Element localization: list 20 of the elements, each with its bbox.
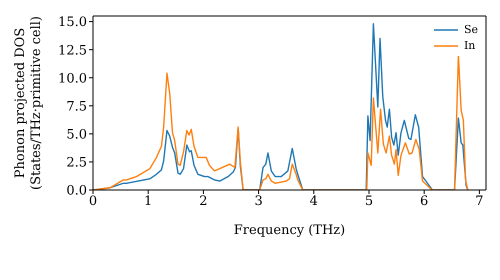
x-tick-label: 2: [199, 194, 208, 210]
x-tick-label: 6: [420, 194, 428, 210]
x-tick-label: 7: [475, 194, 484, 210]
x-tick-label: 0: [88, 194, 98, 210]
x-tick-label: 3: [254, 194, 263, 210]
y-tick-label: 12.5: [58, 43, 87, 58]
y-tick-label: 2.5: [66, 156, 87, 171]
x-axis-title: Frequency (THz): [234, 223, 346, 238]
x-tick-label: 5: [364, 194, 374, 210]
line-series: [93, 54, 468, 190]
y-tick-label: 15.0: [58, 15, 87, 30]
x-tick-label: 4: [310, 194, 318, 210]
x-tick-label: 1: [144, 194, 152, 210]
y-tick-label: 5.0: [66, 127, 87, 142]
y-axis-title: Phonon projected DOS (States/THz·primitive cell): [13, 16, 44, 190]
y-tick-label: 7.5: [66, 99, 87, 114]
y-tick-label: 10.0: [58, 71, 87, 86]
legend-label: Se: [464, 22, 478, 38]
legend-label: In: [464, 38, 476, 54]
y-tick-label: 0.0: [66, 184, 87, 199]
